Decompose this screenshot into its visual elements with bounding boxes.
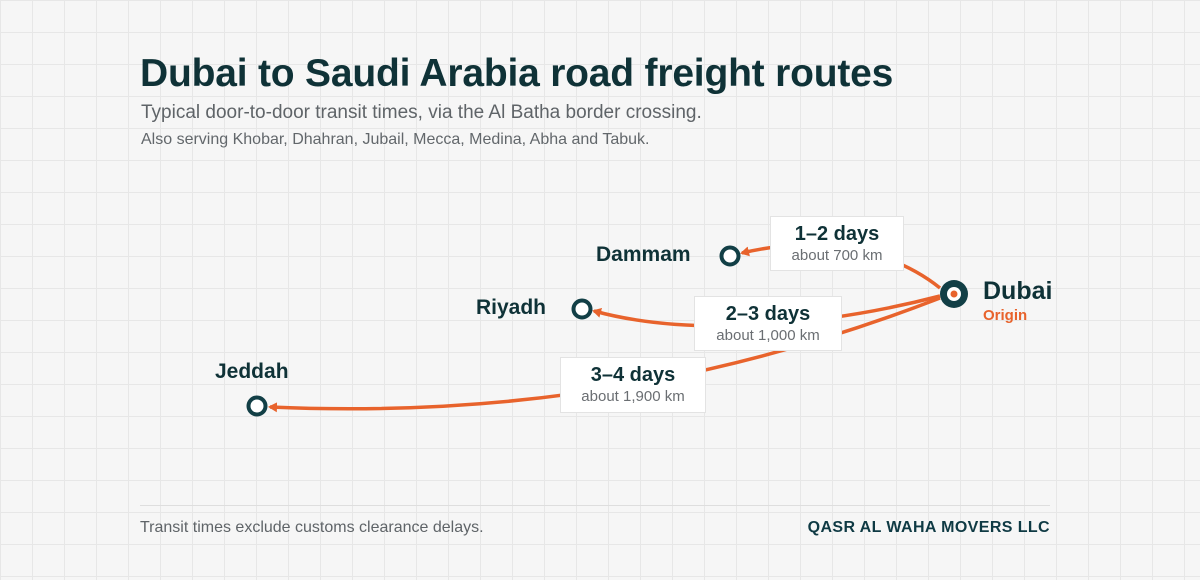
- transit-time: 2–3 days: [725, 303, 811, 325]
- origin-marker-dubai: [940, 280, 968, 308]
- page-subtitle: Typical door-to-door transit times, via …: [141, 102, 702, 123]
- footer-note: Transit times exclude customs clearance …: [140, 519, 484, 536]
- distance: about 1,000 km: [716, 327, 820, 344]
- transit-time: 1–2 days: [794, 223, 880, 245]
- route-label-jeddah: 3–4 days about 1,900 km: [560, 357, 706, 413]
- company-brand: QASR AL WAHA MOVERS LLC: [807, 519, 1050, 536]
- origin-label: Dubai: [983, 277, 1053, 305]
- city-marker-dammam: [719, 245, 741, 267]
- distance: about 1,900 km: [581, 388, 685, 405]
- route-label-riyadh: 2–3 days about 1,000 km: [694, 296, 842, 351]
- city-label-riyadh: Riyadh: [476, 296, 547, 319]
- origin-tag: Origin: [983, 307, 1028, 324]
- also-serving-note: Also serving Khobar, Dhahran, Jubail, Me…: [141, 131, 650, 148]
- route-label-dammam: 1–2 days about 700 km: [770, 216, 904, 271]
- footer-divider: [140, 505, 1050, 506]
- city-marker-riyadh: [571, 298, 593, 320]
- city-marker-jeddah: [246, 395, 268, 417]
- page-title: Dubai to Saudi Arabia road freight route…: [140, 52, 894, 95]
- distance: about 700 km: [791, 247, 883, 264]
- city-label-jeddah: Jeddah: [215, 360, 289, 383]
- transit-time: 3–4 days: [590, 364, 676, 386]
- city-label-dammam: Dammam: [596, 243, 691, 266]
